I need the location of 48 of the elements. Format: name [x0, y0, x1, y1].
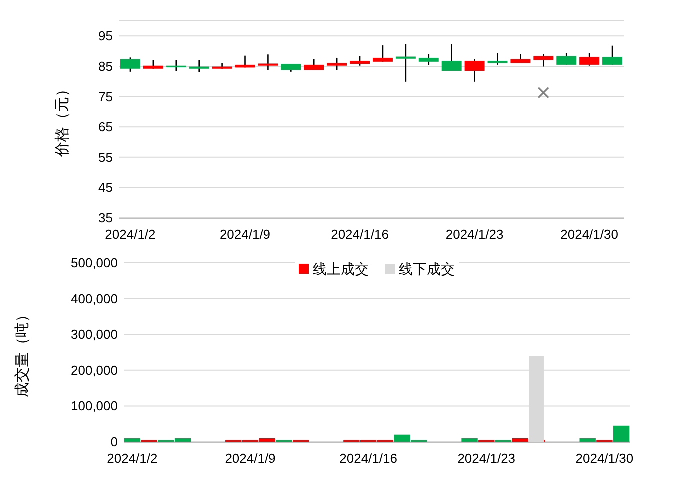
y-axis-title: 成交量（吨）	[13, 308, 31, 398]
x-tick-label: 2024/1/2	[105, 227, 156, 242]
y-tick-label: 75	[98, 89, 113, 104]
y-tick-label: 500,000	[71, 256, 118, 270]
y-tick-label: 65	[98, 120, 113, 135]
y-tick-label: 100,000	[71, 398, 118, 414]
y-tick-label: 400,000	[71, 291, 118, 306]
candlestick	[120, 57, 140, 73]
y-tick-label: 200,000	[71, 362, 118, 378]
y-tick-label: 300,000	[71, 327, 118, 342]
candlestick	[580, 52, 600, 67]
x-tick-label: 2024/1/9	[220, 227, 271, 242]
x-tick-label: 2024/1/16	[340, 451, 398, 466]
legend-label: 线上成交	[313, 262, 369, 278]
candlestick	[488, 52, 508, 66]
x-tick-label: 2024/1/16	[331, 227, 389, 242]
y-tick-label: 45	[98, 180, 113, 196]
x-tick-label: 2024/1/30	[560, 227, 618, 242]
candlestick	[396, 43, 416, 83]
x-tick-label: 2024/1/2	[107, 451, 158, 466]
candlestick	[534, 53, 554, 68]
x-tick-label: 2024/1/23	[446, 227, 504, 242]
bar	[462, 438, 478, 442]
x-tick-label: 2024/1/23	[458, 451, 516, 466]
candlestick	[258, 54, 278, 72]
candlestick	[418, 54, 439, 66]
bar	[613, 426, 630, 442]
bar	[580, 438, 596, 442]
y-tick-label: 0	[110, 434, 118, 450]
y-tick-label: 95	[98, 28, 113, 44]
candlestick	[189, 59, 210, 73]
y-axis-title: 价格（元）	[53, 82, 71, 158]
y-tick-label: 55	[98, 150, 113, 165]
candlestick	[602, 45, 623, 66]
legend-label: 线下成交	[399, 262, 455, 278]
x-tick-label: 2024/1/30	[576, 451, 634, 466]
candlestick	[464, 58, 485, 83]
x-tick-label: 2024/1/9	[225, 451, 276, 466]
candlestick	[442, 43, 462, 72]
candlestick	[166, 59, 186, 72]
candlestick	[350, 56, 370, 67]
candlestick	[372, 44, 393, 63]
y-tick-label: 35	[98, 210, 113, 226]
candlestick	[556, 52, 577, 66]
candlestick	[327, 57, 348, 72]
bar	[124, 438, 141, 442]
candlestick	[304, 58, 324, 72]
y-tick-label: 85	[98, 58, 113, 74]
